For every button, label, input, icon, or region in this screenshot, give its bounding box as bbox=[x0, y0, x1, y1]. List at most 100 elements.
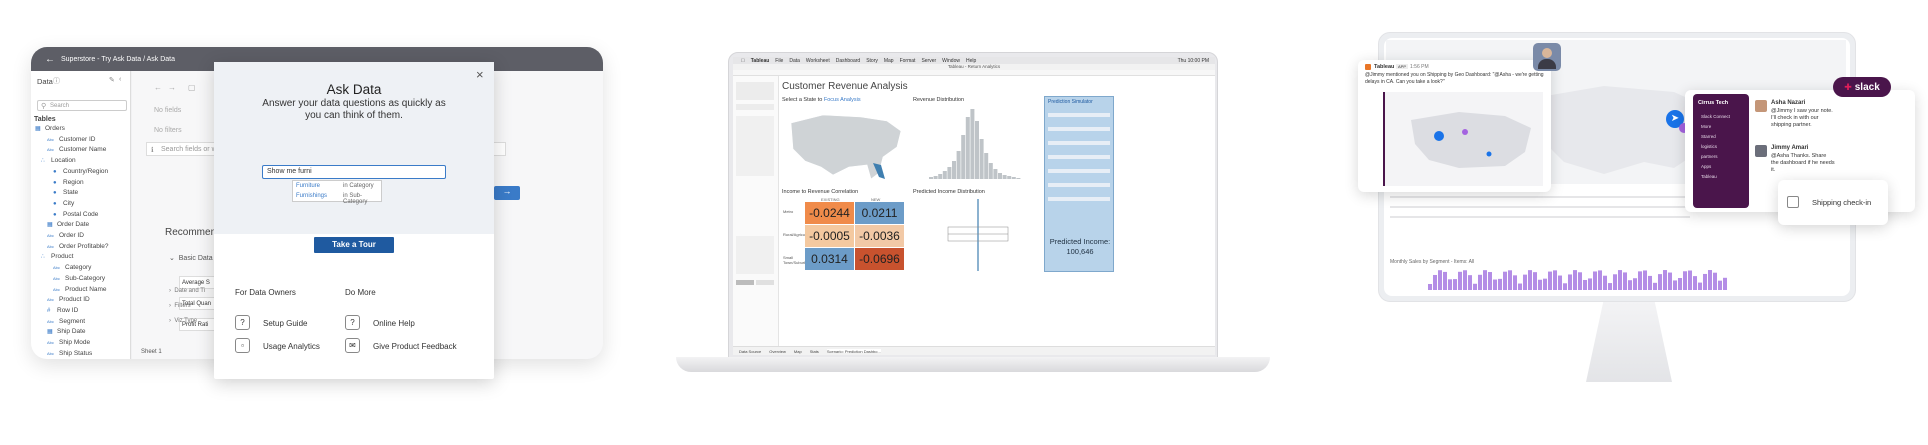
menu-item[interactable]: Format bbox=[895, 57, 916, 64]
sim-slider[interactable] bbox=[1048, 197, 1110, 201]
channel-item[interactable]: logistics bbox=[1701, 144, 1718, 149]
channel-item[interactable]: More bbox=[1701, 124, 1712, 129]
sim-field[interactable] bbox=[1048, 127, 1110, 131]
search-input[interactable]: ⚲ Search bbox=[37, 100, 127, 111]
collapse-icon[interactable]: ‹ bbox=[119, 76, 122, 83]
field-tree-item[interactable]: Abc Product ID bbox=[47, 296, 90, 303]
menu-item[interactable]: Story bbox=[862, 57, 878, 64]
floating-toggle[interactable] bbox=[756, 280, 774, 285]
dashboard-preview[interactable] bbox=[1383, 92, 1543, 186]
tiled-toggle[interactable] bbox=[736, 280, 754, 285]
menu-item[interactable]: Tableau bbox=[747, 57, 770, 64]
field-tree-item[interactable]: Abc Ship Status bbox=[47, 350, 92, 357]
device-layout-button[interactable] bbox=[736, 104, 774, 110]
field-tree-item[interactable]: Abc Segment bbox=[47, 318, 85, 325]
submit-query-button[interactable]: → bbox=[494, 186, 520, 200]
sheet-tab[interactable]: Sheet 1 bbox=[141, 349, 162, 355]
field-tree-item[interactable]: ● City bbox=[53, 200, 74, 207]
sheets-list[interactable] bbox=[736, 116, 774, 176]
sim-field[interactable] bbox=[1048, 155, 1110, 159]
menu-item[interactable]: Window bbox=[938, 57, 960, 64]
date-tree-item[interactable]: › Date and Ti bbox=[169, 288, 206, 294]
field-tree-item[interactable]: ▦ Ship Date bbox=[47, 328, 86, 335]
heatmap-cell[interactable]: -0.0244 bbox=[805, 202, 854, 224]
info-icon[interactable]: ⓘ bbox=[53, 78, 60, 85]
sheet-tab[interactable]: Scenario: Prediction Dashbo... bbox=[826, 349, 881, 354]
channel-item[interactable]: Starred bbox=[1701, 134, 1716, 139]
map-selected-state[interactable] bbox=[873, 163, 885, 179]
workspace-name[interactable]: Cirrus Tech bbox=[1698, 100, 1729, 106]
calendar-icon: ▦ bbox=[47, 329, 53, 336]
field-tree-item[interactable]: ∴ Product bbox=[41, 253, 73, 260]
field-tree-item[interactable]: Abc Sub-Category bbox=[53, 275, 105, 282]
sim-field[interactable] bbox=[1048, 141, 1110, 145]
menu-item[interactable]: Map bbox=[880, 57, 894, 64]
heatmap-cell[interactable]: -0.0696 bbox=[855, 248, 904, 270]
close-icon[interactable]: × bbox=[476, 67, 484, 82]
field-tree-item[interactable]: ● State bbox=[53, 189, 78, 196]
field-tree-item[interactable]: Abc Order Profitable? bbox=[47, 243, 109, 250]
us-map[interactable] bbox=[783, 105, 909, 187]
undo-icon[interactable]: ← bbox=[154, 83, 162, 92]
sheet-tab[interactable]: Overview bbox=[769, 349, 786, 354]
viz-type-item[interactable]: › Viz Type bbox=[169, 318, 198, 324]
sheet-tab[interactable]: Map bbox=[793, 349, 802, 354]
redo-icon[interactable]: → bbox=[168, 83, 176, 92]
basic-data-group[interactable]: ⌄ Basic Data bbox=[169, 254, 213, 262]
heatmap-cell[interactable]: -0.0036 bbox=[855, 225, 904, 247]
objects-panel[interactable] bbox=[736, 236, 774, 274]
sim-slider[interactable] bbox=[1048, 183, 1110, 187]
back-arrow-icon[interactable]: ← bbox=[45, 53, 55, 65]
field-tree-item[interactable]: ∴ Location bbox=[41, 157, 76, 164]
field-tree-item[interactable]: Abc Product Name bbox=[53, 286, 107, 293]
shipping-checkin-card[interactable]: Shipping check-in bbox=[1778, 180, 1888, 225]
channel-item[interactable]: Apps bbox=[1701, 164, 1712, 169]
menu-item[interactable]: File bbox=[771, 57, 783, 64]
menu-item[interactable]: Dashboard bbox=[831, 57, 860, 64]
field-tree-item[interactable]: Abc Customer Name bbox=[47, 146, 106, 153]
heatmap-cell[interactable]: -0.0005 bbox=[805, 225, 854, 247]
sim-field[interactable] bbox=[1048, 113, 1110, 117]
device-preview[interactable] bbox=[736, 82, 774, 100]
field-tree-item[interactable]: ▦ Orders bbox=[35, 125, 65, 132]
menu-item[interactable]: Data bbox=[785, 57, 800, 64]
suggestion-value[interactable]: Furnishings bbox=[296, 193, 328, 199]
field-tree-item[interactable]: ● Region bbox=[53, 179, 84, 186]
field-tree-item[interactable]: ▦ Order Date bbox=[47, 221, 89, 228]
give-feedback-link[interactable]: Give Product Feedback bbox=[373, 342, 457, 351]
setup-guide-link[interactable]: Setup Guide bbox=[263, 319, 308, 328]
present-icon[interactable]: ▢ bbox=[188, 83, 196, 92]
histogram-bar bbox=[1016, 178, 1021, 179]
map-title-link[interactable]: Focus Analysis bbox=[823, 97, 861, 103]
filters-item[interactable]: › Filters bbox=[169, 303, 191, 309]
menu-item[interactable]: Worksheet bbox=[802, 57, 830, 64]
online-help-link[interactable]: Online Help bbox=[373, 319, 415, 328]
heatmap-cell[interactable]: 0.0314 bbox=[805, 248, 854, 270]
ask-question-input[interactable]: Show me furni bbox=[262, 165, 446, 179]
map-marker[interactable] bbox=[1679, 123, 1689, 133]
sales-bar bbox=[1568, 274, 1572, 290]
map-states[interactable] bbox=[790, 114, 902, 180]
field-tree-item[interactable]: Abc Category bbox=[53, 264, 91, 271]
channel-item[interactable]: partners bbox=[1701, 154, 1718, 159]
edit-icon[interactable]: ✎ bbox=[109, 77, 115, 84]
menu-item[interactable]: Server bbox=[917, 57, 936, 64]
take-a-tour-button[interactable]: Take a Tour bbox=[314, 237, 394, 253]
slack-mention-card[interactable]: Tableau APP 1:56 PM @Jimmy mentioned you… bbox=[1358, 60, 1551, 192]
channel-item[interactable]: Slack Connect bbox=[1701, 114, 1731, 119]
channel-item[interactable]: Tableau bbox=[1701, 174, 1717, 179]
heatmap-cell[interactable]: 0.0211 bbox=[855, 202, 904, 224]
suggestion-value[interactable]: Furniture bbox=[296, 183, 321, 189]
sim-slider[interactable] bbox=[1048, 169, 1110, 173]
field-tree-item[interactable]: ● Postal Code bbox=[53, 211, 98, 218]
field-tree-item[interactable]: # Row ID bbox=[47, 307, 78, 314]
usage-analytics-link[interactable]: Usage Analytics bbox=[263, 342, 320, 351]
sheet-tab[interactable]: Stats bbox=[809, 349, 819, 354]
rec-item[interactable]: Profit Rati bbox=[179, 318, 221, 331]
field-tree-item[interactable]: Abc Order ID bbox=[47, 232, 84, 239]
menu-item[interactable]: Help bbox=[962, 57, 976, 64]
sheet-tab[interactable]: Data Source bbox=[739, 349, 762, 354]
field-tree-item[interactable]: ● Country/Region bbox=[53, 168, 108, 175]
field-tree-item[interactable]: Abc Ship Mode bbox=[47, 339, 90, 346]
field-tree-item[interactable]: Abc Customer ID bbox=[47, 136, 95, 143]
